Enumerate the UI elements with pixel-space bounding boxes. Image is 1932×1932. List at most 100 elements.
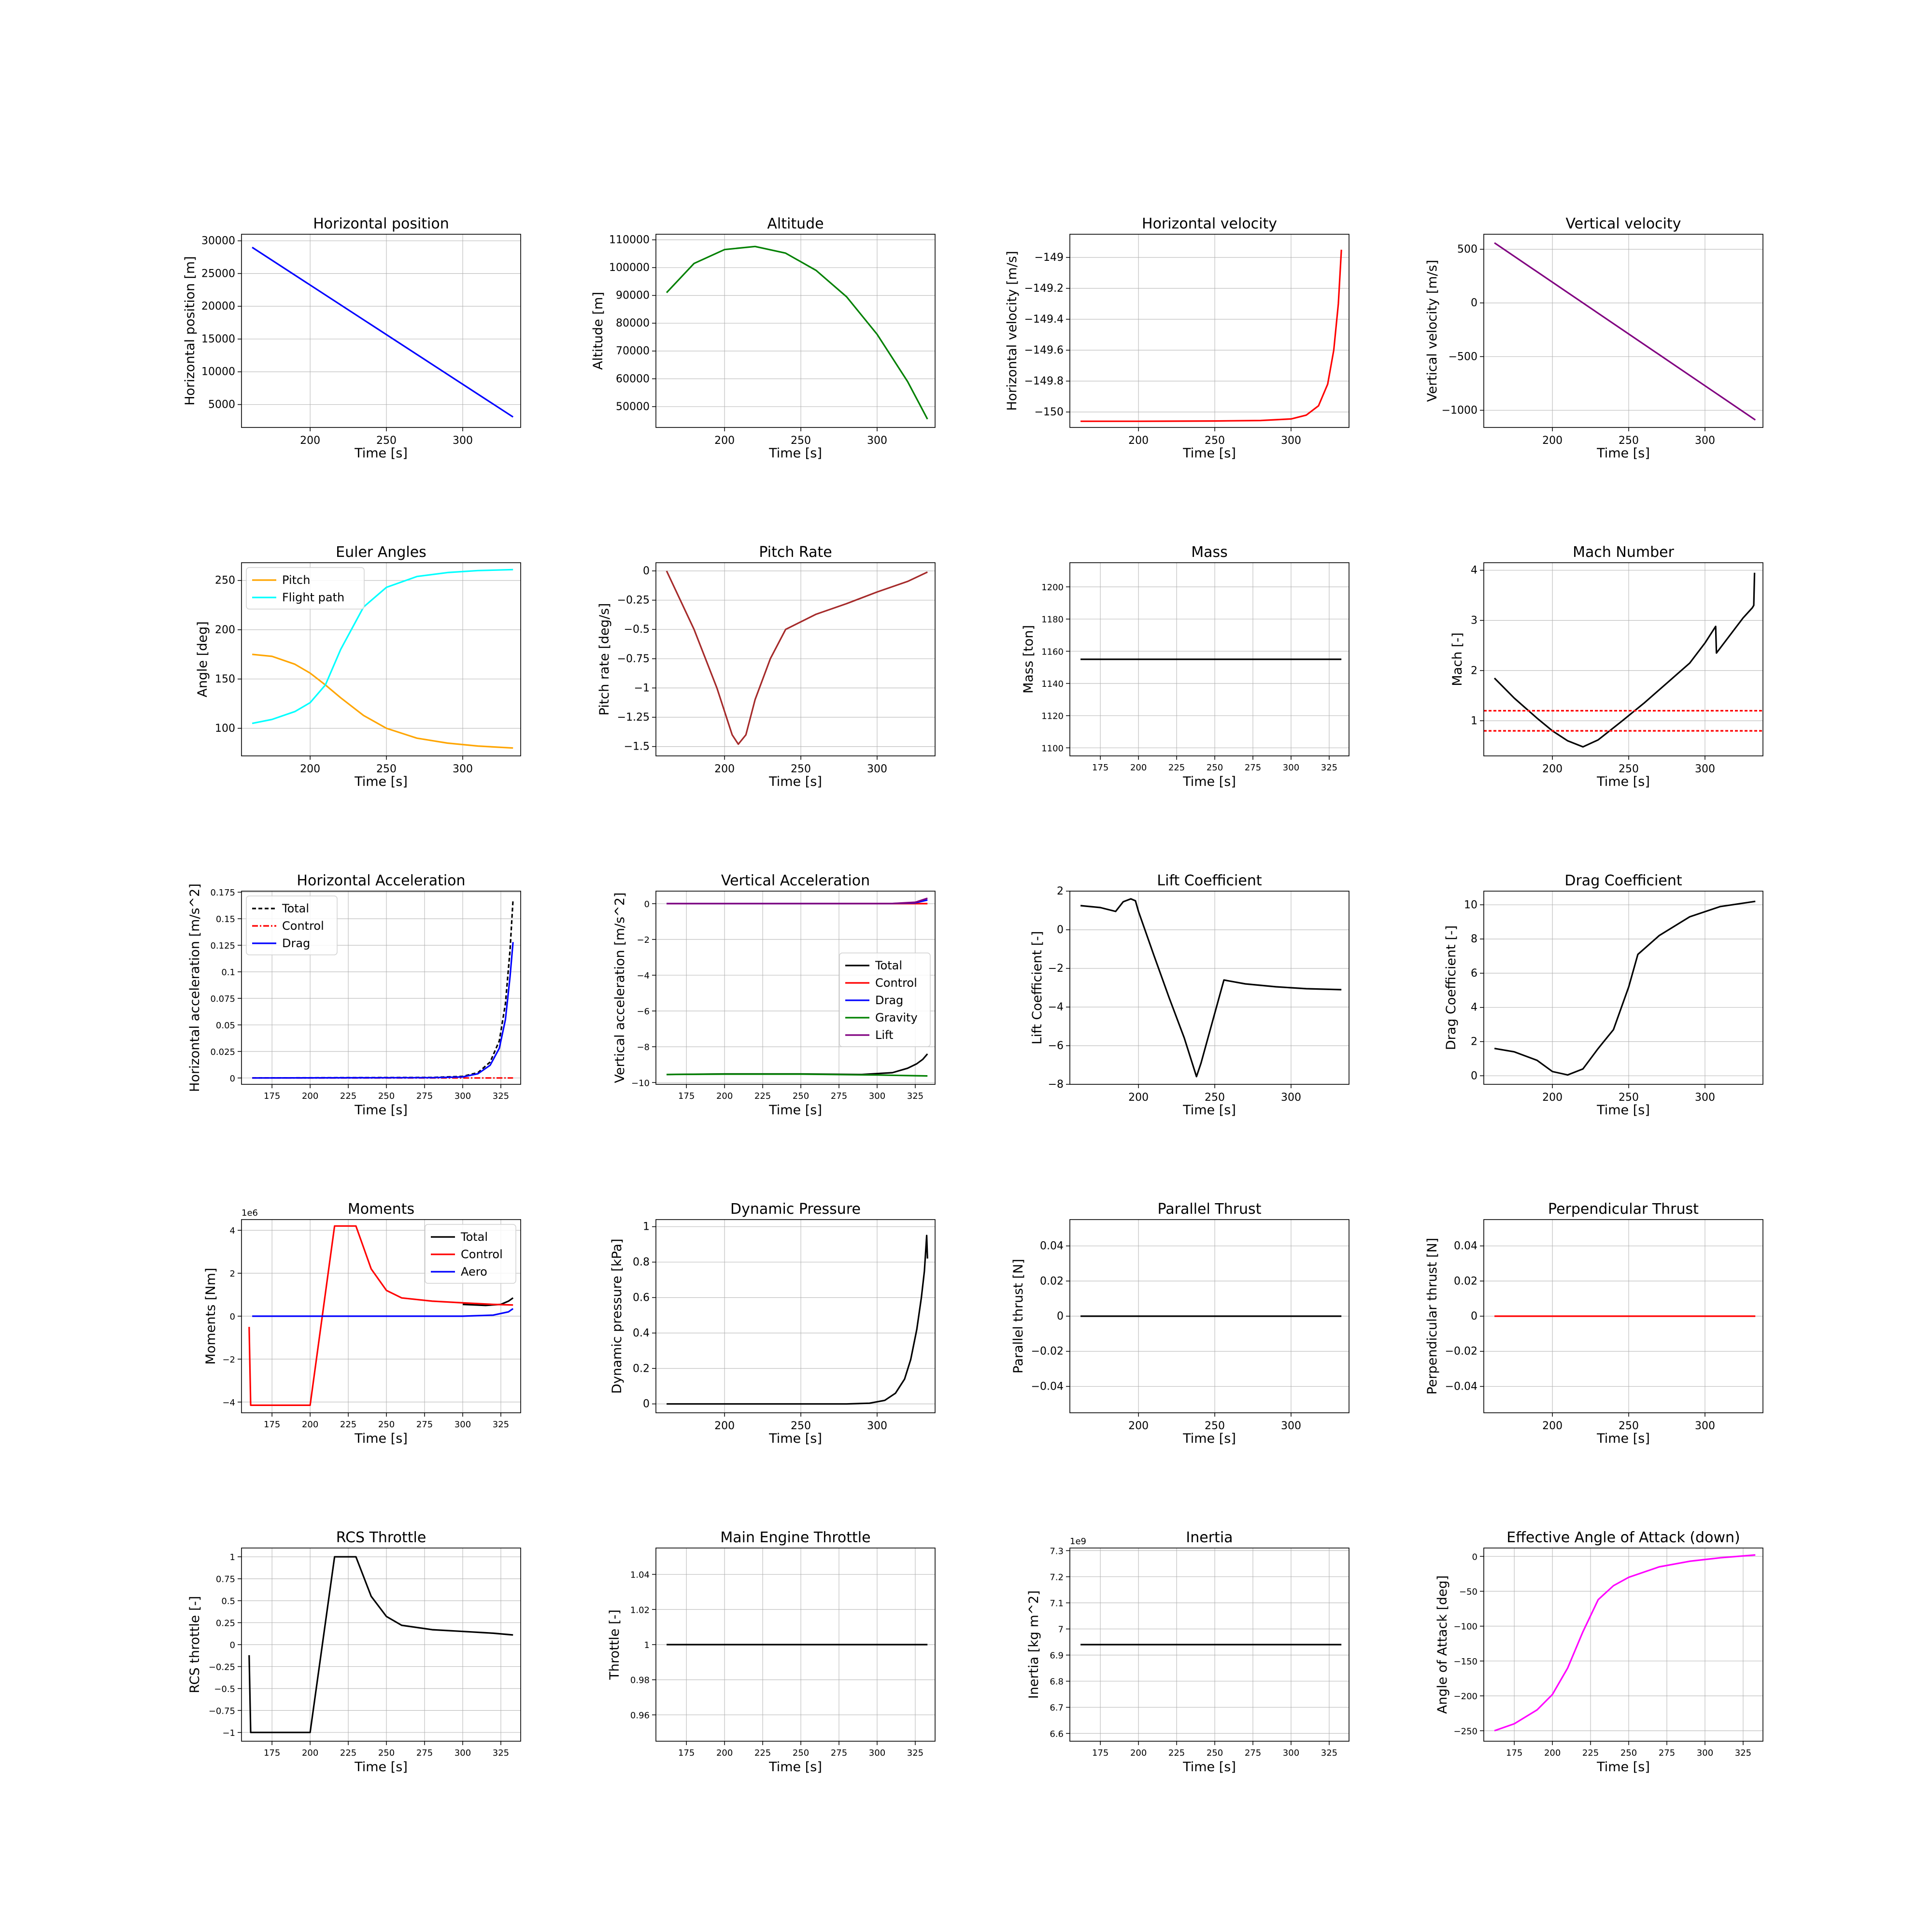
series-line-2 [252, 942, 514, 1079]
y-tick-label: 0 [643, 1398, 650, 1410]
series-line-3 [667, 1073, 928, 1077]
subplot-11: 200 250 300 0 2 4 6 8 10 Drag Coefficient Time [s]… [1444, 872, 1763, 1118]
x-tick-label: 200 [1128, 1420, 1149, 1432]
y-tick-label: −0.25 [209, 1662, 235, 1672]
y-tick-label: 7.3 [1050, 1546, 1064, 1556]
subplot-0: 200 250 30050001000015000200002500030000Ho… [183, 215, 521, 461]
y-tick-label: 2 [1057, 885, 1064, 897]
y-tick-label: 8 [1471, 933, 1477, 945]
subplot-title: Effective Angle of Attack (down) [1506, 1529, 1740, 1546]
x-tick-label: 250 [376, 763, 397, 775]
x-tick-label: 200 [1544, 1748, 1561, 1758]
subplot-title: Drag Coefficient [1564, 872, 1682, 889]
y-tick-label: 0 [643, 565, 650, 577]
x-axis-label: Time [s] [768, 1760, 822, 1775]
subplot-2: 200 250 300 −150 −149.8 −149.6 −149.4 −149.2 −14… [1005, 215, 1350, 461]
x-axis-label: Time [s] [354, 1760, 408, 1775]
y-tick-label: 0.075 [210, 994, 235, 1004]
axes-frame [655, 562, 936, 756]
x-tick-label: 250 [1619, 1092, 1639, 1104]
x-tick-label: 200 [302, 1420, 318, 1430]
y-tick-label: 4 [1471, 565, 1477, 577]
y-tick-label: 0 [1057, 1310, 1064, 1322]
y-tick-label: 0.175 [210, 888, 235, 898]
series-line-0 [248, 1556, 513, 1733]
x-tick-label: 275 [416, 1748, 433, 1758]
y-tick-label: 0.04 [1040, 1240, 1064, 1252]
y-tick-label: 2 [1471, 1036, 1477, 1048]
x-axis-label: Time [s] [1596, 774, 1650, 789]
y-tick-label: −100 [1454, 1622, 1477, 1632]
x-tick-label: 250 [793, 1091, 809, 1101]
legend-box [246, 567, 365, 610]
axes-frame [1483, 234, 1763, 428]
y-tick-label: −6 [1048, 1040, 1064, 1052]
x-tick-label: 275 [1659, 1748, 1675, 1758]
x-tick-label: 175 [1092, 763, 1108, 773]
x-axis-label: Time [s] [768, 1103, 822, 1118]
y-tick-label: 1120 [1041, 711, 1064, 722]
subplot-4: 200 250 300 100 150 200 250 Euler Angles Time [s… [195, 544, 521, 789]
subplot-9: 175 200 225 250 275 300 325 −10 −8 −6 −4 −2 0 Vertica… [612, 872, 936, 1118]
y-axis-label: Horizontal position [m] [183, 256, 198, 405]
y-tick-label: −0.02 [1445, 1346, 1477, 1358]
x-tick-label: 225 [340, 1420, 356, 1430]
y-tick-label: −1000 [1442, 404, 1477, 416]
subplot-19: 175 200 225 250 275 300 325 −250 −200 −150 −100 −50… [1435, 1529, 1763, 1775]
legend-label: Lift [875, 1028, 893, 1042]
y-tick-label: 10 [1464, 899, 1477, 911]
series-line-0 [252, 246, 514, 418]
x-axis-label: Time [s] [1596, 1103, 1650, 1118]
y-tick-label: 6 [1471, 967, 1477, 980]
subplot-title: Euler Angles [336, 544, 426, 561]
axes-frame [1069, 1548, 1350, 1742]
y-tick-label: 0 [1471, 1310, 1477, 1322]
y-tick-label: 0.4 [633, 1327, 650, 1339]
y-tick-label: 2 [1471, 665, 1477, 677]
series-line-2 [252, 1308, 514, 1317]
x-tick-label: 225 [1168, 1748, 1185, 1758]
x-tick-label: 300 [869, 1748, 885, 1758]
y-tick-label: 0.02 [1454, 1275, 1477, 1287]
legend-label: Control [875, 976, 917, 990]
y-tick-label: 3 [1471, 614, 1477, 626]
y-tick-label: 70000 [616, 345, 650, 357]
subplot-6: 175 200 225 250 275 300 325 1100 1120 1140 1160 118… [1021, 544, 1350, 789]
y-tick-label: 0.75 [216, 1575, 235, 1585]
y-tick-label: −1.5 [624, 741, 650, 753]
subplot-title: Moments [348, 1201, 414, 1218]
x-tick-label: 200 [1128, 435, 1149, 447]
x-tick-label: 250 [378, 1748, 395, 1758]
x-tick-label: 300 [1695, 435, 1715, 447]
x-axis-label: Time [s] [1182, 1431, 1236, 1446]
subplot-title: Vertical Acceleration [721, 872, 870, 889]
y-tick-label: −1 [222, 1728, 235, 1738]
y-tick-label: −0.75 [209, 1706, 235, 1716]
y-tick-label: 7.2 [1050, 1572, 1064, 1582]
y-tick-label: −0.5 [624, 624, 650, 636]
subplot-title: Lift Coefficient [1157, 872, 1262, 889]
x-tick-label: 325 [1321, 1748, 1337, 1758]
x-tick-label: 225 [754, 1091, 771, 1101]
legend-label: Control [461, 1248, 503, 1261]
y-tick-label: −0.75 [617, 653, 650, 665]
y-tick-label: 1 [643, 1221, 650, 1233]
y-axis-label: Moments [Nm] [203, 1268, 218, 1365]
axes-frame [655, 1219, 936, 1413]
subplot-15: 200 250 300 −0.04 −0.02 0 0.02 0.04 Perpendicula… [1425, 1201, 1763, 1446]
series-line-0 [1494, 900, 1756, 1076]
x-tick-label: 300 [455, 1748, 471, 1758]
y-axis-label: Inertia [kg m^2] [1026, 1591, 1041, 1699]
y-tick-label: 5000 [208, 399, 235, 411]
x-tick-label: 175 [1506, 1748, 1522, 1758]
series-line-0 [252, 653, 513, 749]
subplot-16: 175 200 225 250 275 300 325 −1 −0.75 −0.5 −0.25 0 0.… [187, 1529, 521, 1775]
subplot-5: 200 250 300 −1.5 −1.25 −1 −0.75 −0.5 −0.25 0 Pitch… [597, 544, 936, 789]
x-axis-label: Time [s] [1182, 1103, 1236, 1118]
subplot-title: Mass [1191, 544, 1228, 561]
x-tick-label: 200 [1128, 1092, 1149, 1104]
x-tick-label: 325 [1735, 1748, 1751, 1758]
x-tick-label: 325 [907, 1748, 923, 1758]
y-tick-label: 2 [230, 1269, 235, 1279]
x-tick-label: 250 [791, 1420, 811, 1432]
